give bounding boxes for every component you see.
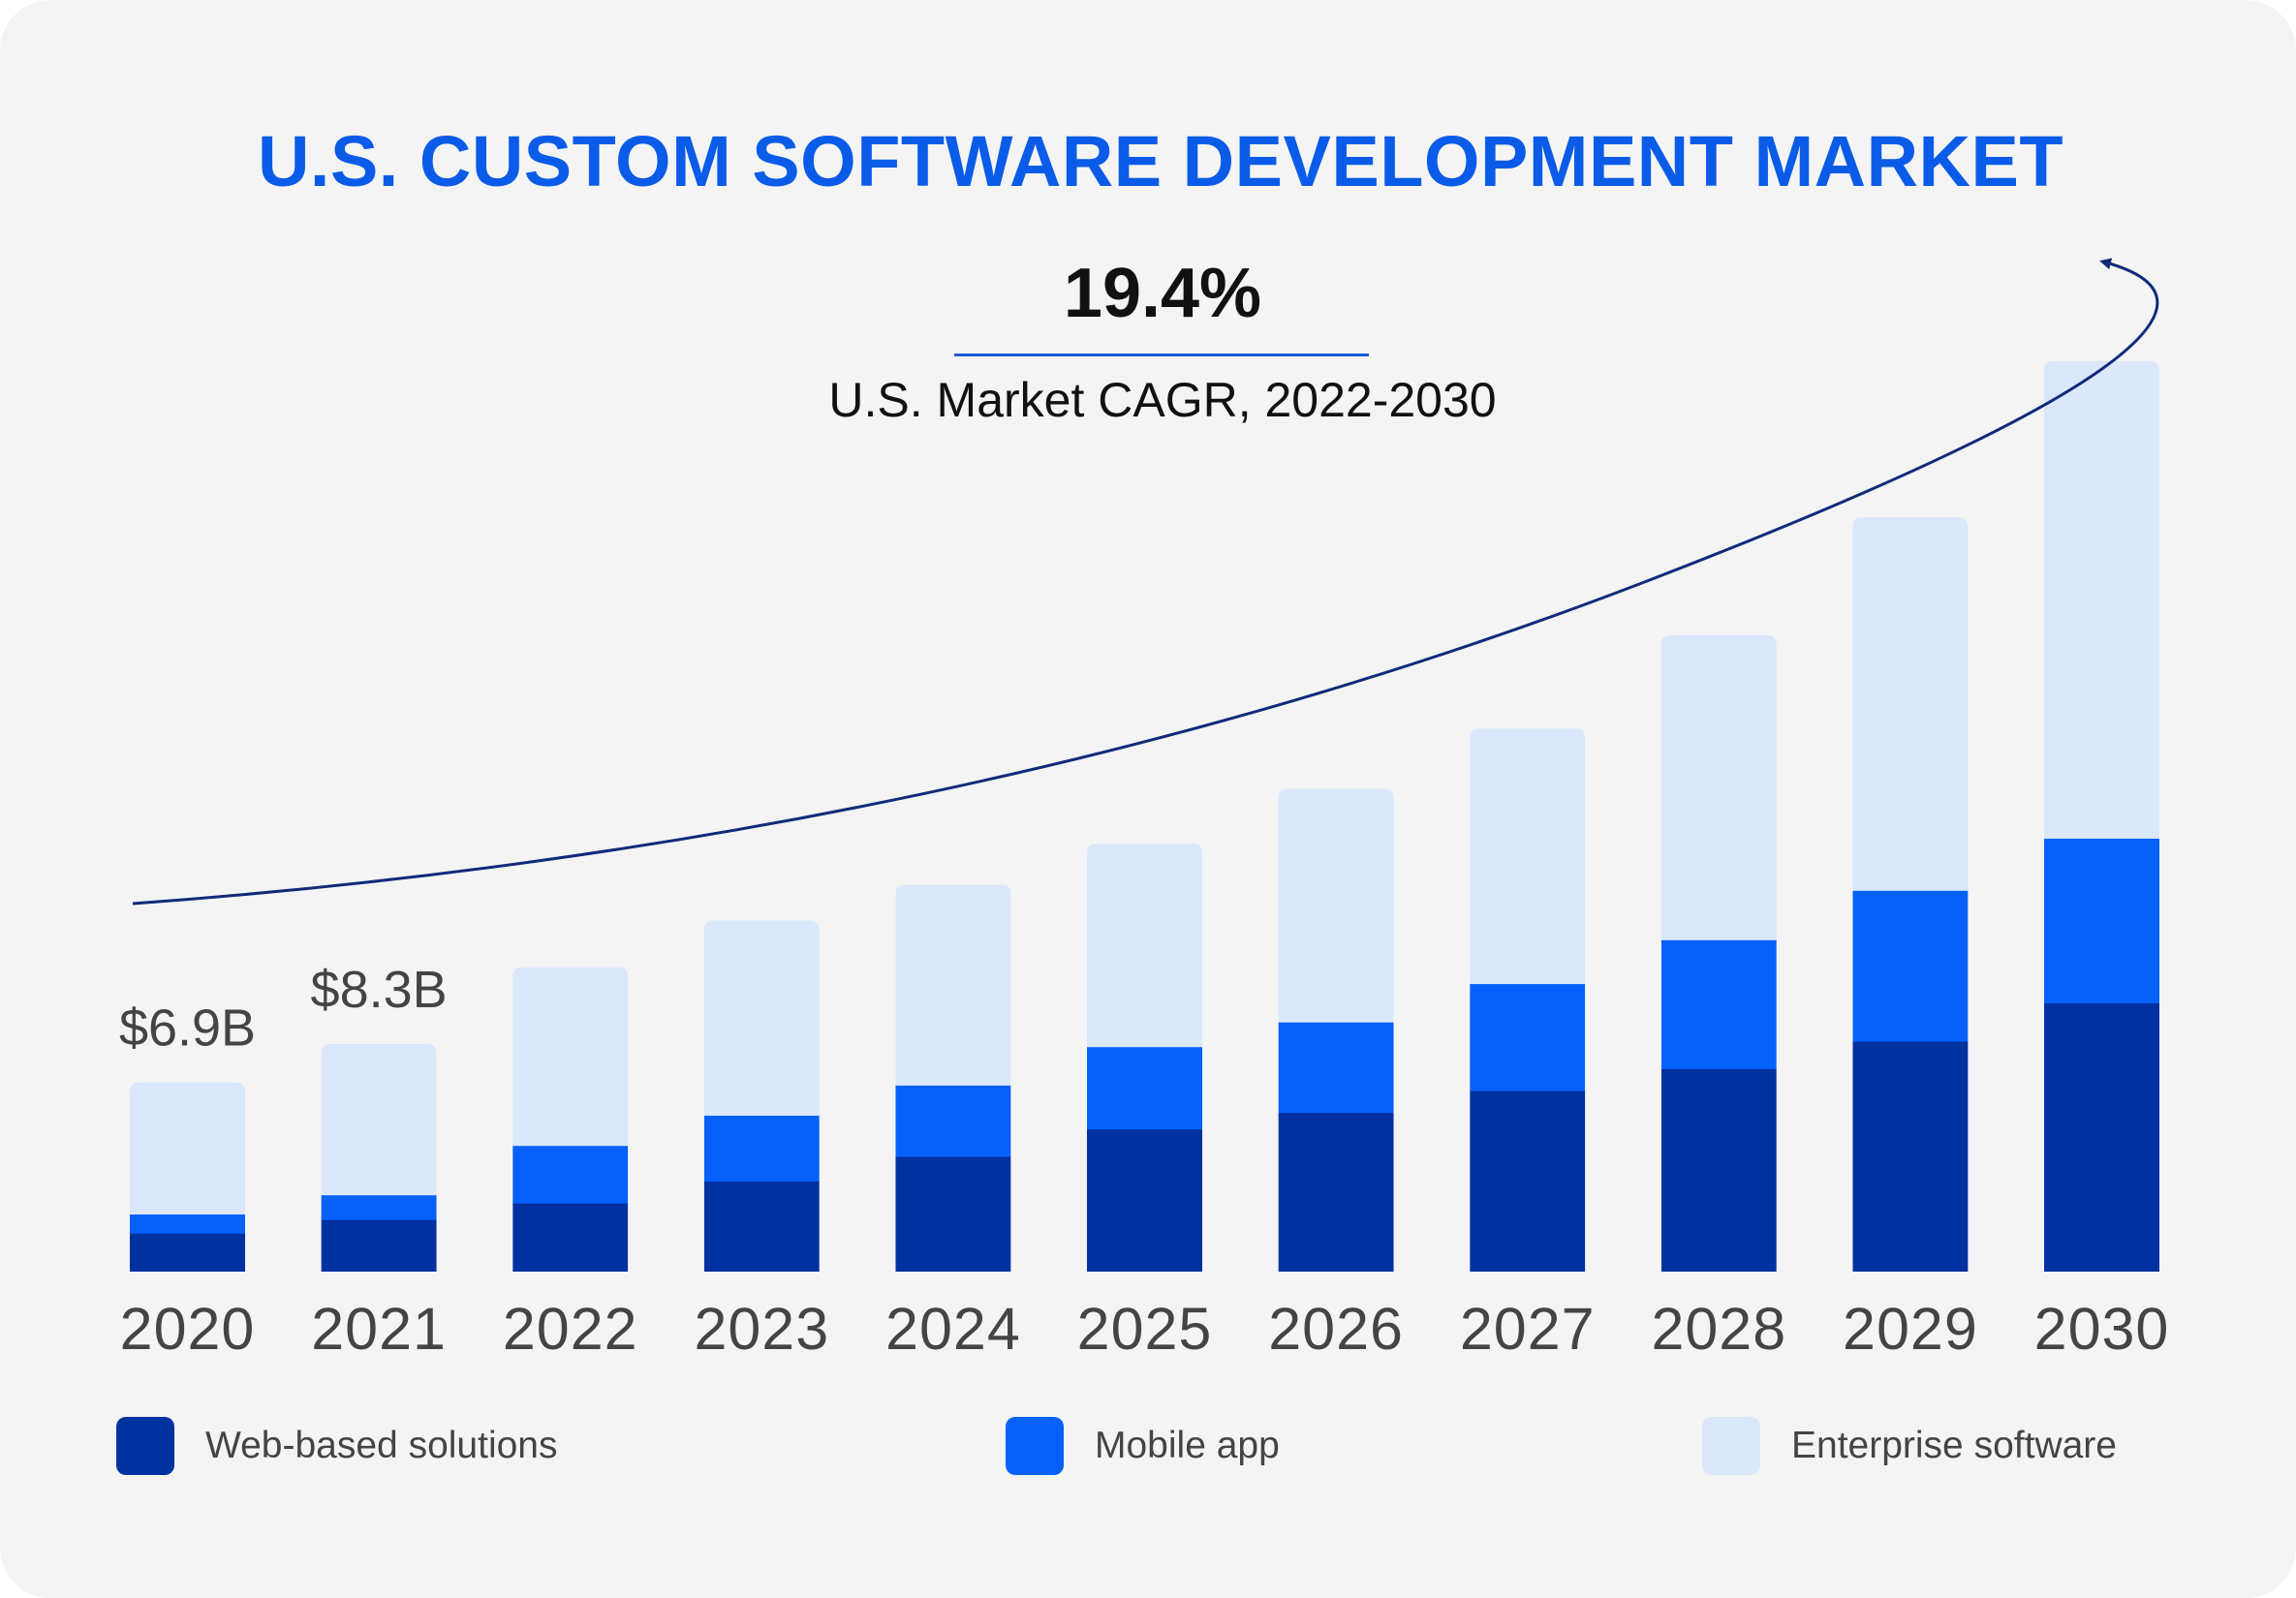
bar-segment-2023-web-based-solutions bbox=[703, 1181, 820, 1272]
bar-segment-2020-web-based-solutions bbox=[130, 1233, 245, 1272]
legend-swatch-web bbox=[116, 1417, 174, 1475]
x-tick-label-2025: 2025 bbox=[1077, 1296, 1213, 1362]
legend-swatch-enterprise bbox=[1702, 1417, 1760, 1475]
bar-group-2030 bbox=[2044, 360, 2159, 1272]
bar-segment-2026-mobile-app bbox=[1278, 1022, 1394, 1114]
x-tick-label-2021: 2021 bbox=[311, 1296, 447, 1362]
bar-segment-2030-enterprise-software bbox=[2044, 360, 2159, 839]
chart-title: U.S. CUSTOM SOFTWARE DEVELOPMENT MARKET bbox=[257, 121, 2064, 201]
bar-segment-2028-web-based-solutions bbox=[1660, 1068, 1777, 1272]
data-label-2020: $6.9B bbox=[119, 999, 256, 1058]
x-tick-label-2026: 2026 bbox=[1268, 1296, 1404, 1362]
bar-group-2023 bbox=[703, 920, 820, 1272]
legend-swatch-mobile bbox=[1006, 1417, 1064, 1475]
bar-segment-2025-web-based-solutions bbox=[1087, 1128, 1202, 1272]
bar-segment-2021-web-based-solutions bbox=[321, 1219, 437, 1272]
bar-group-2025 bbox=[1087, 844, 1202, 1272]
cagr-label: U.S. Market CAGR, 2022-2030 bbox=[828, 373, 1497, 427]
bar-segment-2022-mobile-app bbox=[512, 1145, 629, 1204]
bar-segment-2026-web-based-solutions bbox=[1278, 1112, 1394, 1272]
bar-group-2026 bbox=[1278, 788, 1394, 1272]
bar-segment-2030-web-based-solutions bbox=[2044, 1002, 2159, 1272]
bar-segment-2029-enterprise-software bbox=[1852, 517, 1969, 891]
x-tick-label-2024: 2024 bbox=[885, 1296, 1021, 1362]
bar-segment-2021-mobile-app bbox=[321, 1194, 437, 1220]
x-tick-label-2022: 2022 bbox=[503, 1296, 638, 1362]
bar-segment-2024-web-based-solutions bbox=[895, 1156, 1011, 1272]
bar-segment-2030-mobile-app bbox=[2044, 838, 2159, 1003]
data-label-2021: $8.3B bbox=[311, 961, 448, 1019]
legend-item-mobile: Mobile app bbox=[1006, 1416, 1280, 1476]
legend-label-enterprise: Enterprise software bbox=[1791, 1425, 2117, 1466]
bar-segment-2028-mobile-app bbox=[1660, 939, 1777, 1069]
x-tick-label-2023: 2023 bbox=[694, 1296, 829, 1362]
bar-segment-2026-enterprise-software bbox=[1278, 788, 1394, 1023]
growth-trend-arrow bbox=[132, 258, 2159, 906]
bar-group-2022 bbox=[512, 967, 629, 1272]
bar-group-2027 bbox=[1470, 728, 1586, 1272]
bar-segment-2027-web-based-solutions bbox=[1470, 1091, 1586, 1272]
legend-item-enterprise: Enterprise software bbox=[1702, 1416, 2117, 1476]
bar-segment-2027-mobile-app bbox=[1470, 983, 1586, 1091]
x-tick-label-2029: 2029 bbox=[1843, 1296, 1978, 1362]
bar-segment-2029-web-based-solutions bbox=[1852, 1041, 1969, 1272]
x-tick-label-2030: 2030 bbox=[2034, 1296, 2170, 1362]
x-tick-label-2028: 2028 bbox=[1651, 1296, 1786, 1362]
bar-segment-2025-mobile-app bbox=[1087, 1046, 1202, 1130]
bar-segment-2022-enterprise-software bbox=[512, 967, 629, 1147]
legend-label-mobile: Mobile app bbox=[1095, 1425, 1280, 1466]
bar-segment-2029-mobile-app bbox=[1852, 890, 1969, 1042]
bar-segment-2020-mobile-app bbox=[130, 1214, 245, 1234]
legend-item-web: Web-based solutions bbox=[116, 1416, 558, 1476]
cagr-divider bbox=[954, 353, 1369, 356]
legend-label-web: Web-based solutions bbox=[205, 1425, 558, 1466]
bar-segment-2023-mobile-app bbox=[703, 1115, 820, 1183]
bar-segment-2021-enterprise-software bbox=[321, 1043, 437, 1196]
bar-segment-2024-enterprise-software bbox=[895, 884, 1011, 1086]
bar-group-2020 bbox=[130, 1082, 245, 1272]
bar-segment-2023-enterprise-software bbox=[703, 920, 820, 1117]
x-tick-label-2020: 2020 bbox=[120, 1296, 256, 1362]
x-tick-label-2027: 2027 bbox=[1460, 1296, 1596, 1362]
bar-group-2029 bbox=[1852, 517, 1969, 1272]
bar-segment-2022-web-based-solutions bbox=[512, 1203, 629, 1272]
bar-segment-2028-enterprise-software bbox=[1660, 634, 1777, 940]
bar-segment-2024-mobile-app bbox=[895, 1085, 1011, 1157]
bar-group-2024 bbox=[895, 884, 1011, 1272]
cagr-value: 19.4% bbox=[1063, 255, 1262, 332]
bar-group-2021 bbox=[321, 1043, 437, 1272]
bar-segment-2020-enterprise-software bbox=[130, 1082, 245, 1215]
bar-group-2028 bbox=[1660, 634, 1777, 1272]
bar-segment-2027-enterprise-software bbox=[1470, 728, 1586, 985]
bar-segment-2025-enterprise-software bbox=[1087, 844, 1202, 1048]
